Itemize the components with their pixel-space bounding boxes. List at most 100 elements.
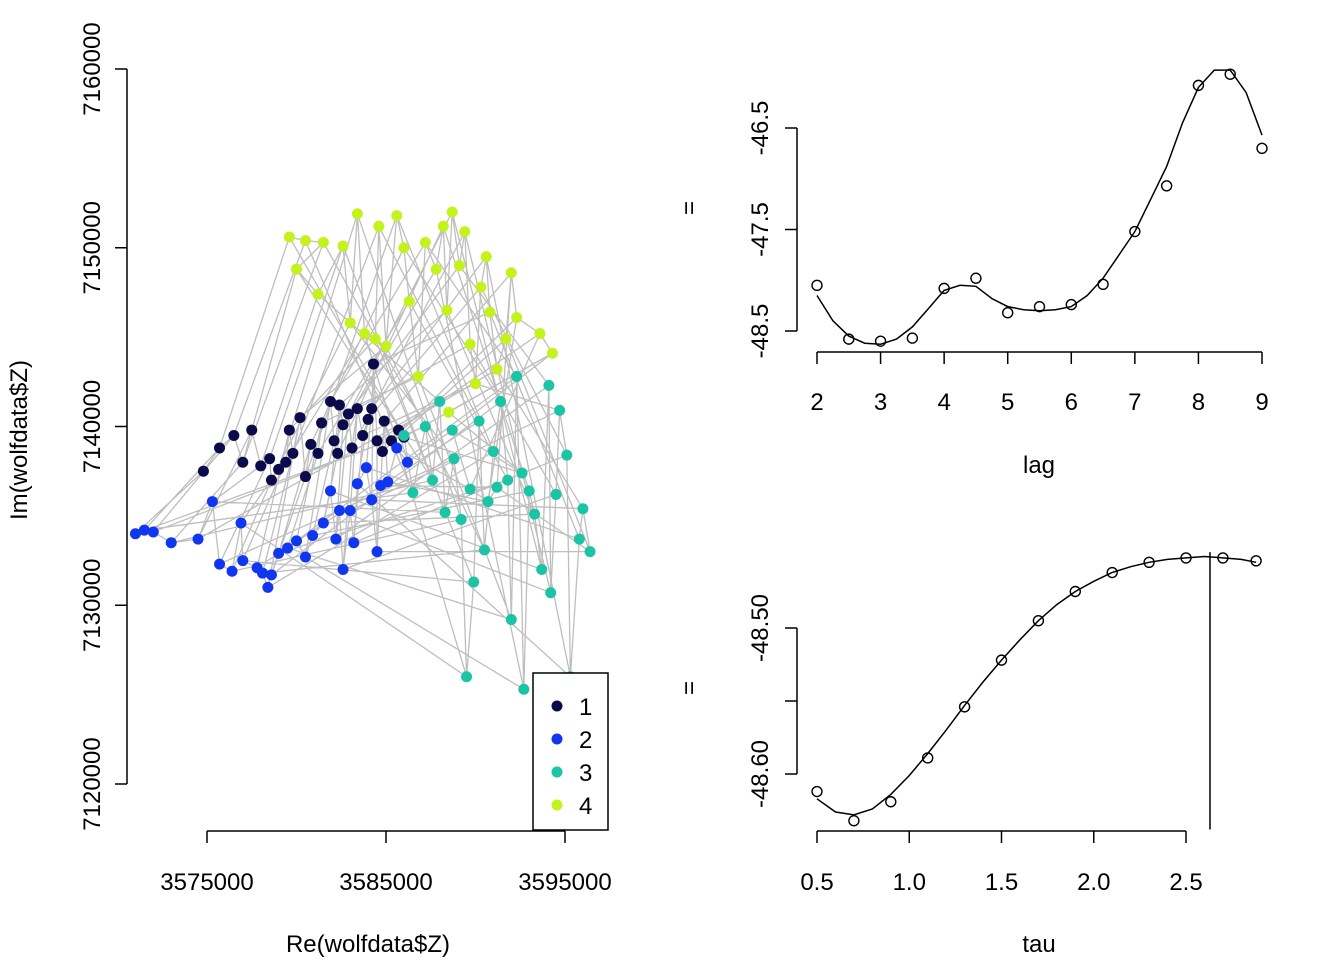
location-point-cluster-4 bbox=[546, 347, 558, 359]
location-point-cluster-4 bbox=[373, 220, 385, 232]
location-point-cluster-4 bbox=[369, 333, 381, 345]
lag-panel: 2 3 4 5 6 7 8 9 -48.5 -47.5 -46.5 lag = bbox=[676, 68, 1269, 479]
location-point-cluster-1 bbox=[342, 408, 354, 420]
data-point bbox=[995, 654, 1008, 666]
data-point bbox=[1033, 300, 1046, 313]
location-point-cluster-1 bbox=[264, 453, 276, 465]
location-point-cluster-3 bbox=[398, 429, 410, 441]
location-point-cluster-3 bbox=[491, 481, 503, 493]
location-point-cluster-4 bbox=[491, 363, 503, 375]
location-point-cluster-1 bbox=[280, 456, 292, 468]
location-point-cluster-2 bbox=[291, 535, 302, 547]
x-tick-label: 7 bbox=[1128, 389, 1141, 416]
location-point-cluster-2 bbox=[192, 533, 204, 545]
location-point-cluster-4 bbox=[419, 236, 431, 248]
location-point-cluster-3 bbox=[419, 421, 431, 432]
location-point-cluster-1 bbox=[228, 429, 240, 441]
location-point-cluster-2 bbox=[371, 546, 383, 558]
location-point-cluster-3 bbox=[554, 404, 566, 416]
location-point-cluster-4 bbox=[344, 317, 356, 329]
y-tick-label: 7130000 bbox=[79, 559, 106, 652]
x-axis-ticks: 3575000 3585000 3595000 bbox=[160, 831, 612, 896]
location-point-cluster-2 bbox=[282, 542, 294, 554]
y-axis-label: = bbox=[676, 201, 703, 215]
location-point-cluster-4 bbox=[511, 311, 523, 323]
location-point-cluster-2 bbox=[129, 528, 141, 540]
location-point-cluster-1 bbox=[287, 447, 299, 459]
location-point-cluster-2 bbox=[333, 505, 345, 517]
location-point-cluster-4 bbox=[470, 378, 481, 390]
location-point-cluster-3 bbox=[545, 587, 557, 599]
data-point bbox=[1002, 307, 1014, 319]
location-point-cluster-4 bbox=[412, 370, 424, 382]
data-point bbox=[885, 796, 897, 808]
data-point bbox=[1069, 585, 1082, 598]
location-point-cluster-3 bbox=[505, 614, 517, 626]
location-point-cluster-1 bbox=[237, 456, 249, 468]
location-point-cluster-3 bbox=[473, 415, 485, 427]
location-point-cluster-2 bbox=[265, 569, 277, 581]
location-point-cluster-1 bbox=[197, 465, 209, 477]
location-point-cluster-3 bbox=[464, 483, 476, 495]
location-point-cluster-2 bbox=[317, 517, 329, 529]
location-point-cluster-2 bbox=[401, 456, 413, 468]
location-point-cluster-4 bbox=[317, 236, 329, 248]
location-point-cluster-1 bbox=[366, 403, 378, 415]
location-point-cluster-2 bbox=[391, 442, 403, 454]
location-point-cluster-1 bbox=[371, 435, 383, 447]
location-point-cluster-2 bbox=[138, 524, 150, 536]
location-point-cluster-1 bbox=[378, 415, 390, 427]
x-tick-label: 3585000 bbox=[339, 869, 432, 896]
location-point-cluster-1 bbox=[255, 460, 267, 472]
location-point-cluster-1 bbox=[376, 446, 388, 458]
location-point-cluster-2 bbox=[206, 496, 218, 508]
smooth-curve bbox=[816, 69, 1263, 345]
location-point-cluster-3 bbox=[455, 513, 467, 525]
legend: 1 2 3 4 bbox=[532, 672, 609, 831]
y-axis-label: = bbox=[676, 681, 703, 695]
location-point-cluster-4 bbox=[398, 242, 410, 254]
location-point-cluster-4 bbox=[505, 267, 517, 279]
location-point-cluster-4 bbox=[291, 263, 302, 275]
data-point bbox=[1256, 142, 1268, 155]
legend-label: 3 bbox=[579, 760, 592, 787]
location-point-cluster-2 bbox=[344, 505, 356, 517]
data-point bbox=[970, 272, 982, 284]
location-point-cluster-1 bbox=[367, 358, 379, 370]
data-point bbox=[1180, 552, 1192, 564]
location-point-cluster-2 bbox=[273, 547, 285, 559]
legend-label: 4 bbox=[579, 793, 592, 820]
y-tick-label: 7160000 bbox=[79, 22, 106, 115]
location-point-cluster-3 bbox=[577, 503, 589, 515]
legend-label: 2 bbox=[579, 727, 592, 754]
location-point-cluster-3 bbox=[461, 671, 473, 683]
location-point-cluster-1 bbox=[346, 442, 358, 454]
x-tick-label: 6 bbox=[1065, 389, 1078, 416]
location-point-cluster-3 bbox=[561, 449, 573, 461]
cluster-path bbox=[135, 446, 409, 590]
location-point-cluster-1 bbox=[283, 424, 295, 436]
legend-items: 1 2 3 4 bbox=[551, 694, 592, 820]
legend-marker bbox=[551, 799, 563, 811]
y-axis-ticks: -48.5 -47.5 -46.5 bbox=[747, 101, 797, 358]
data-point bbox=[1224, 68, 1236, 80]
location-point-cluster-4 bbox=[480, 251, 492, 263]
location-point-cluster-1 bbox=[305, 438, 317, 450]
x-axis-label: Re(wolfdata$Z) bbox=[286, 931, 450, 958]
location-point-cluster-1 bbox=[328, 435, 340, 447]
y-tick-label: 7140000 bbox=[79, 380, 106, 473]
location-point-cluster-3 bbox=[550, 488, 562, 500]
legend-marker bbox=[551, 766, 563, 778]
location-point-cluster-2 bbox=[330, 533, 342, 545]
location-point-cluster-4 bbox=[464, 338, 476, 350]
location-point-cluster-1 bbox=[316, 417, 328, 429]
data-point bbox=[874, 335, 887, 347]
location-point-cluster-3 bbox=[516, 467, 528, 479]
data-point bbox=[1097, 278, 1109, 291]
x-tick-label: 9 bbox=[1255, 389, 1268, 416]
x-tick-label: 5 bbox=[1001, 389, 1014, 416]
location-points bbox=[129, 206, 596, 695]
location-point-cluster-4 bbox=[534, 328, 546, 340]
x-axis-label: tau bbox=[1022, 931, 1055, 958]
location-point-cluster-2 bbox=[351, 478, 363, 490]
